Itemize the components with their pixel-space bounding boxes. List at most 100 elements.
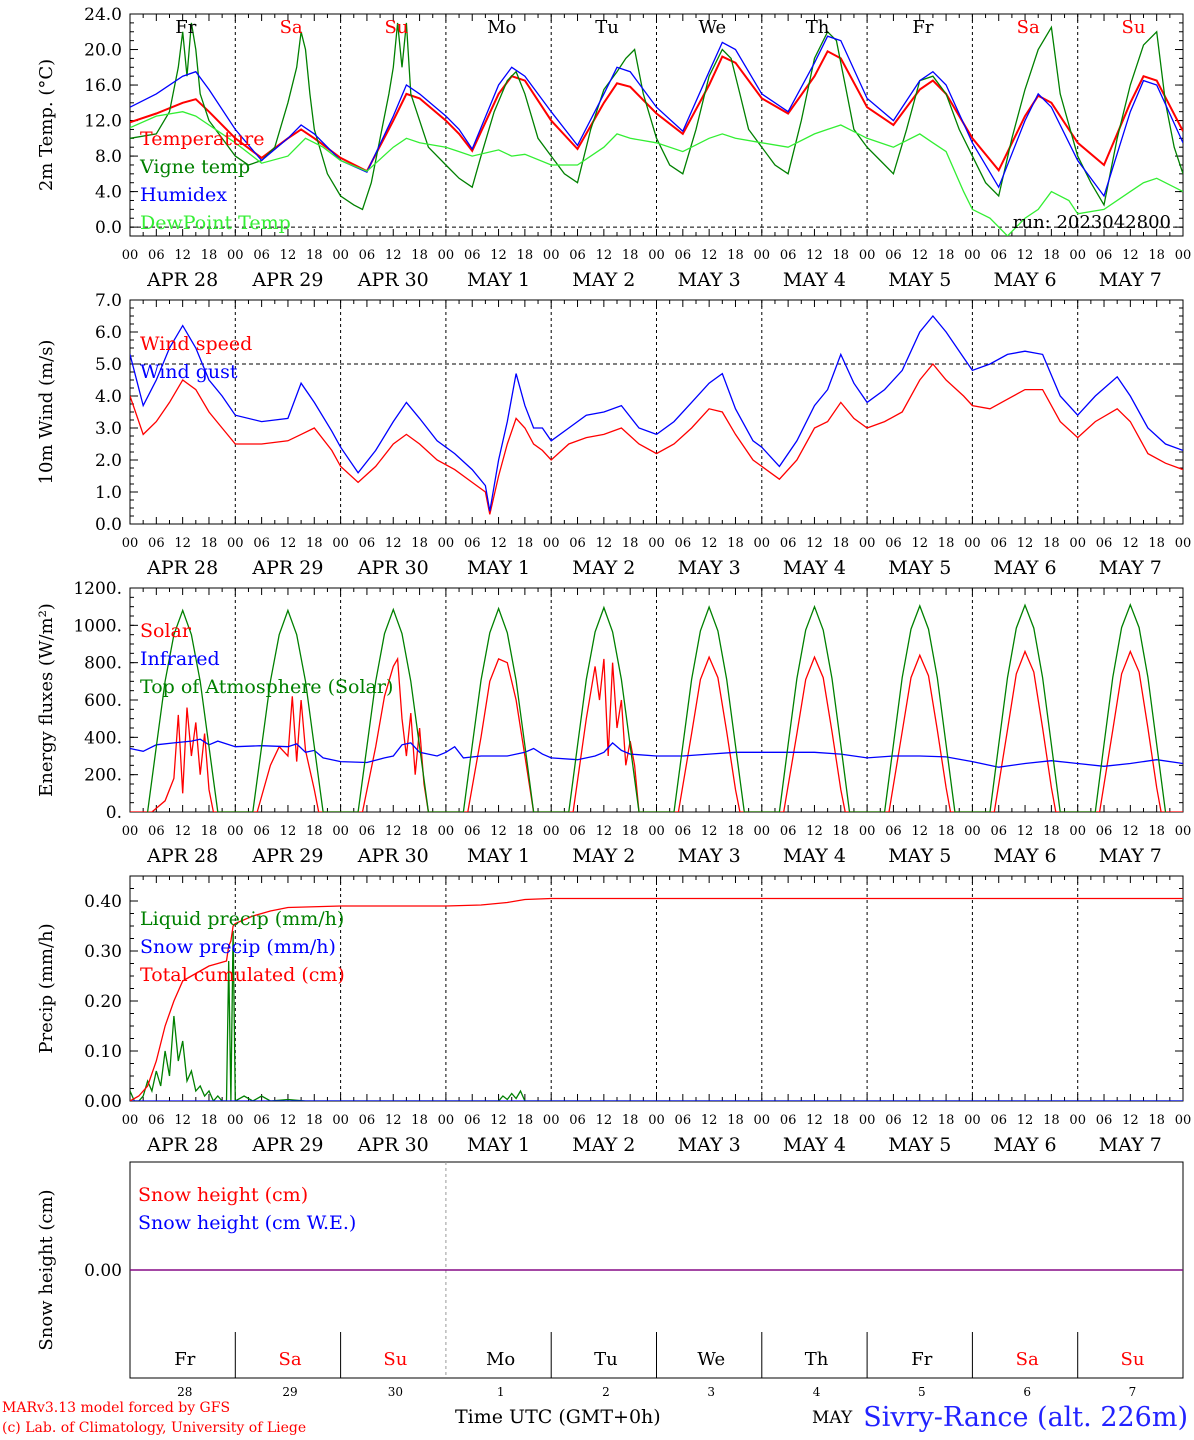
date-label: MAY 7 (1099, 845, 1162, 867)
hour-tick-label: 12 (385, 824, 402, 839)
y-tick-label: 1.0 (95, 483, 122, 503)
day-abbr-label: We (697, 1349, 725, 1370)
hour-tick-label: 12 (490, 824, 507, 839)
day-number-label: 5 (918, 1385, 926, 1399)
hour-tick-label: 18 (517, 1113, 534, 1128)
series-line-2 (130, 897, 1183, 1101)
hour-tick-label: 06 (885, 248, 902, 263)
y-tick-label: 400. (84, 728, 122, 748)
day-number-label: 29 (282, 1385, 297, 1399)
hour-tick-label: 00 (438, 824, 455, 839)
hour-tick-label: 06 (569, 536, 586, 551)
hour-tick-label: 06 (148, 536, 165, 551)
date-label: MAY 2 (572, 845, 635, 867)
hour-tick-label: 00 (122, 1113, 139, 1128)
hour-tick-label: 12 (806, 824, 823, 839)
date-label: MAY 4 (783, 557, 846, 579)
hour-tick-label: 06 (464, 824, 481, 839)
day-abbr-label: Su (1120, 1349, 1144, 1370)
hour-tick-label: 18 (622, 536, 639, 551)
date-label: MAY 7 (1099, 557, 1162, 579)
date-label: MAY 5 (888, 557, 951, 579)
hour-tick-label: 18 (622, 248, 639, 263)
hour-tick-label: 18 (833, 536, 850, 551)
hour-tick-label: 18 (938, 536, 955, 551)
hour-tick-label: 00 (438, 536, 455, 551)
hour-tick-label: 06 (675, 1113, 692, 1128)
hour-tick-label: 12 (385, 248, 402, 263)
day-abbr-label: Su (1122, 17, 1146, 38)
date-label: MAY 6 (994, 557, 1057, 579)
hour-tick-label: 00 (859, 1113, 876, 1128)
day-number-label: 28 (177, 1385, 192, 1399)
day-abbr-label: Sa (279, 1349, 302, 1370)
hour-tick-label: 18 (1148, 824, 1165, 839)
series-line-0 (130, 930, 1183, 1101)
series-line-3 (130, 111, 1183, 236)
day-abbr-label: Fr (174, 1349, 195, 1370)
hour-tick-label: 00 (1069, 824, 1086, 839)
hour-tick-label: 00 (438, 1113, 455, 1128)
hour-tick-label: 18 (727, 536, 744, 551)
hour-tick-label: 12 (701, 536, 718, 551)
hour-tick-label: 12 (174, 248, 191, 263)
hour-tick-label: 00 (543, 1113, 560, 1128)
hour-tick-label: 06 (780, 1113, 797, 1128)
hour-tick-label: 18 (833, 248, 850, 263)
day-abbr-label: Sa (1017, 17, 1040, 38)
hour-tick-label: 06 (253, 536, 270, 551)
day-abbr-label: Mo (486, 1349, 515, 1370)
series-line-2 (130, 35, 1183, 198)
date-label: MAY 5 (888, 269, 951, 291)
hour-tick-label: 00 (1175, 824, 1192, 839)
date-label: MAY 4 (783, 269, 846, 291)
hour-tick-label: 12 (701, 248, 718, 263)
series-line-1 (130, 738, 1183, 768)
date-label: MAY 3 (678, 845, 741, 867)
panel-4: 0.00 0.10 0.20 0.30 0.40 Precip (mm/h) Liquid … (36, 875, 1191, 1156)
hour-tick-label: 12 (596, 248, 613, 263)
hour-tick-label: 12 (596, 824, 613, 839)
y-tick-label: 0.30 (84, 942, 122, 962)
legend-entry: Vigne temp (139, 156, 250, 178)
legend-entry: Top of Atmosphere (Solar) (140, 676, 393, 698)
series-line-2 (146, 602, 1167, 812)
date-label: MAY 1 (467, 845, 530, 867)
hour-tick-label: 18 (622, 824, 639, 839)
legend-entry: Snow precip (mm/h) (140, 936, 336, 958)
hour-tick-label: 12 (806, 536, 823, 551)
hour-tick-label: 18 (201, 248, 218, 263)
hour-tick-label: 12 (174, 824, 191, 839)
hour-tick-label: 12 (701, 1113, 718, 1128)
hour-tick-label: 12 (596, 1113, 613, 1128)
hour-tick-label: 18 (727, 248, 744, 263)
hour-tick-label: 00 (964, 1113, 981, 1128)
day-abbr-label: Sa (1016, 1349, 1039, 1370)
hour-tick-label: 00 (1175, 536, 1192, 551)
date-label: APR 29 (251, 269, 323, 291)
hour-tick-label: 06 (569, 1113, 586, 1128)
date-label: MAY 5 (888, 845, 951, 867)
hour-tick-label: 06 (359, 536, 376, 551)
legend-entry: Infrared (140, 648, 220, 670)
day-number-label: 2 (602, 1385, 610, 1399)
date-label: MAY 3 (678, 1134, 741, 1156)
hour-tick-label: 06 (885, 1113, 902, 1128)
date-label: MAY 2 (572, 557, 635, 579)
date-label: MAY 3 (678, 557, 741, 579)
day-abbr-label: Su (383, 1349, 407, 1370)
legend-entry: Humidex (140, 184, 227, 206)
day-abbr-label: Tu (594, 1349, 618, 1370)
legend-entry: Snow height (cm W.E.) (138, 1212, 356, 1234)
hour-tick-label: 12 (280, 248, 297, 263)
y-tick-label: 20.0 (84, 41, 122, 61)
time-axis-title: Time UTC (GMT+0h) (455, 1406, 661, 1428)
hour-tick-label: 18 (727, 1113, 744, 1128)
y-tick-label: 8.0 (95, 147, 122, 167)
month-label: MAY (812, 1408, 853, 1428)
hour-tick-label: 00 (754, 1113, 771, 1128)
hour-tick-label: 00 (227, 824, 244, 839)
y-axis-label: Energy fluxes (W/m²) (36, 603, 57, 797)
panel-1: 0.0 4.0 8.0 12.0 16.0 20.0 24.0 2m Temp. (°C) Te… (36, 5, 1191, 291)
hour-tick-label: 18 (411, 536, 428, 551)
